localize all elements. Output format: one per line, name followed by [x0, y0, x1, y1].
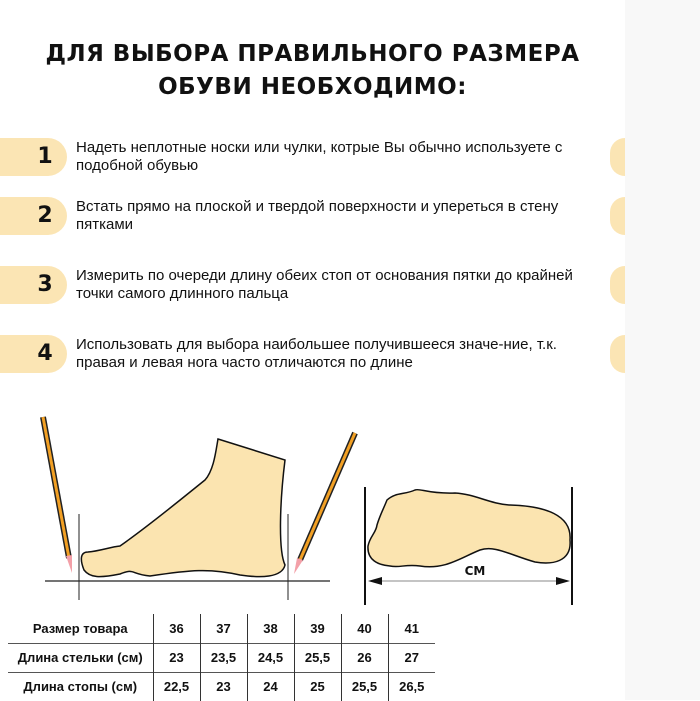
row-header: Размер товара [32, 620, 128, 636]
table-cell: 41 [387, 614, 435, 643]
table-cell: 27 [387, 642, 435, 672]
step-number: 2 [37, 203, 53, 228]
unit-label: СМ [465, 564, 486, 578]
step-number: 3 [37, 272, 53, 297]
table-row: Длина стопы (см) 22,5 23 24 25 25,5 26,5 [8, 671, 435, 701]
table-cell: 23 [152, 642, 200, 672]
step-badge [0, 266, 67, 304]
step-text: Использовать для выбора наибольшее получ… [76, 336, 557, 371]
table-cell: 23,5 [199, 642, 247, 672]
step-badge [0, 335, 67, 373]
table-row: Размер товара 36 37 38 39 40 41 [8, 614, 435, 643]
table-cell: 37 [199, 614, 247, 643]
arrow-left-icon [368, 577, 382, 585]
pencil-left-icon [40, 416, 72, 573]
table-cell: 38 [246, 614, 294, 643]
table-cell: 24,5 [246, 642, 294, 672]
table-cell: 25,5 [293, 642, 341, 672]
step-text: Измерить по очереди длину обеих стоп от … [76, 267, 573, 302]
step-text: Надеть неплотные носки или чулки, котрые… [76, 139, 563, 174]
step-3: 3 Измерить по очереди длину обеих стоп о… [0, 266, 625, 304]
title-line-2: ОБУВИ НЕОБХОДИМО: [158, 74, 467, 100]
decor-half-circle [610, 335, 625, 373]
step-2: 2 Встать прямо на плоской и твердой пове… [0, 197, 625, 235]
table-cell: 23 [199, 671, 247, 701]
title-emphasis: ПРАВИЛЬНОГО [237, 41, 444, 67]
step-number: 4 [37, 341, 53, 366]
table-cell: 39 [293, 614, 341, 643]
step-badge [0, 138, 67, 176]
table-cell: 26 [340, 642, 388, 672]
right-background-strip [625, 0, 700, 700]
step-badge [0, 197, 67, 235]
table-cell: 40 [340, 614, 388, 643]
decor-half-circle [610, 197, 625, 235]
page-title: ДЛЯ ВЫБОРА ПРАВИЛЬНОГО РАЗМЕРА ОБУВИ НЕО… [0, 38, 625, 104]
table-cell: 22,5 [152, 671, 200, 701]
foot-footprint-icon [367, 488, 571, 568]
pencil-right-icon [294, 431, 358, 574]
step-1: 1 Надеть неплотные носки или чулки, котр… [0, 138, 625, 176]
table-cell: 25 [293, 671, 341, 701]
size-table: Размер товара 36 37 38 39 40 41 Длина ст… [8, 614, 435, 701]
decor-half-circle [610, 266, 625, 304]
step-number: 1 [37, 144, 53, 169]
table-cell: 26,5 [387, 671, 435, 701]
row-header: Длина стельки (см) [8, 642, 153, 672]
decor-half-circle [610, 138, 625, 176]
table-row: Длина стельки (см) 23 23,5 24,5 25,5 26 … [8, 642, 435, 672]
table-cell: 24 [246, 671, 294, 701]
step-4: 4 Использовать для выбора наибольшее пол… [0, 335, 625, 373]
table-cell: 36 [152, 614, 200, 643]
step-text: Встать прямо на плоской и твердой поверх… [76, 198, 559, 233]
foot-measurement-illustration: СМ [40, 416, 573, 605]
foot-side-view-icon [80, 438, 286, 578]
arrow-right-icon [556, 577, 570, 585]
title-part: ДЛЯ ВЫБОРА [45, 41, 238, 67]
table-cell: 25,5 [340, 671, 388, 701]
title-part: РАЗМЕРА [443, 41, 580, 67]
row-header: Длина стопы (см) [8, 671, 153, 701]
